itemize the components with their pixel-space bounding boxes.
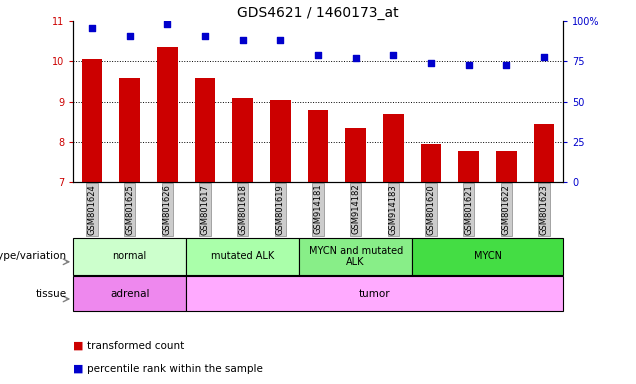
Point — [275, 37, 286, 43]
Bar — [232, 98, 253, 182]
Point — [426, 60, 436, 66]
Text: ■: ■ — [73, 364, 84, 374]
Bar — [120, 78, 140, 182]
Bar — [345, 128, 366, 182]
Bar — [383, 114, 404, 182]
Text: MYCN and mutated
ALK: MYCN and mutated ALK — [308, 245, 403, 267]
Text: percentile rank within the sample: percentile rank within the sample — [87, 364, 263, 374]
Bar — [496, 151, 516, 182]
Point — [388, 52, 398, 58]
Text: tumor: tumor — [359, 289, 391, 299]
Text: ■: ■ — [73, 341, 84, 351]
Point — [501, 61, 511, 68]
Point — [238, 37, 248, 43]
Bar — [186, 238, 299, 275]
Bar — [73, 238, 186, 275]
Point — [350, 55, 361, 61]
Bar — [195, 78, 216, 182]
Point — [87, 25, 97, 31]
Point — [162, 21, 172, 27]
Bar — [308, 110, 328, 182]
Bar — [81, 60, 102, 182]
Text: genotype/variation: genotype/variation — [0, 251, 67, 262]
Point — [539, 53, 549, 60]
Bar — [534, 124, 555, 182]
Text: tissue: tissue — [36, 289, 67, 299]
Point — [313, 52, 323, 58]
Text: mutated ALK: mutated ALK — [211, 251, 274, 262]
Point — [125, 33, 135, 39]
Point — [200, 33, 210, 39]
Bar — [270, 100, 291, 182]
Bar — [412, 238, 563, 275]
Text: adrenal: adrenal — [110, 289, 149, 299]
Text: normal: normal — [113, 251, 147, 262]
Text: transformed count: transformed count — [87, 341, 184, 351]
Bar — [459, 151, 479, 182]
Bar — [420, 144, 441, 182]
Bar — [299, 238, 412, 275]
Text: MYCN: MYCN — [474, 251, 502, 262]
Bar — [157, 47, 177, 182]
Bar — [186, 276, 563, 311]
Point — [464, 61, 474, 68]
Title: GDS4621 / 1460173_at: GDS4621 / 1460173_at — [237, 6, 399, 20]
Bar — [73, 276, 186, 311]
